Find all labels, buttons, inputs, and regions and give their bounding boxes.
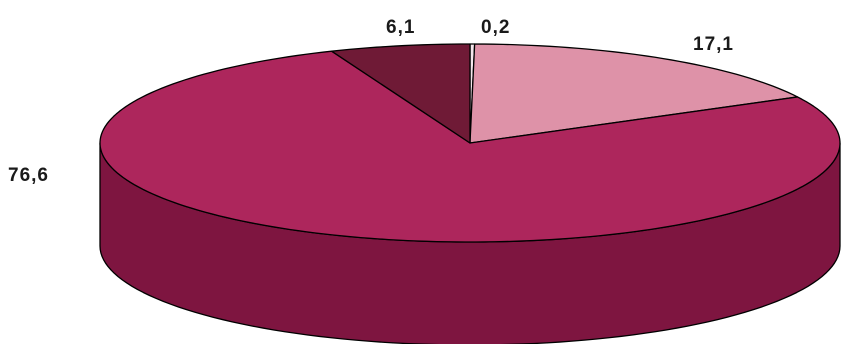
pie-labels: 0,2 17,1 76,6 6,1	[8, 17, 734, 186]
pie-tops	[99, 43, 841, 243]
slice-label-2: 76,6	[8, 165, 49, 186]
pie-slice-3	[330, 43, 471, 144]
pie-slice-2	[99, 50, 841, 243]
slice-label-1: 17,1	[693, 34, 734, 55]
pie-slice-1	[469, 43, 799, 144]
slice-label-0: 0,2	[481, 17, 510, 38]
slice-label-3: 6,1	[386, 17, 415, 38]
